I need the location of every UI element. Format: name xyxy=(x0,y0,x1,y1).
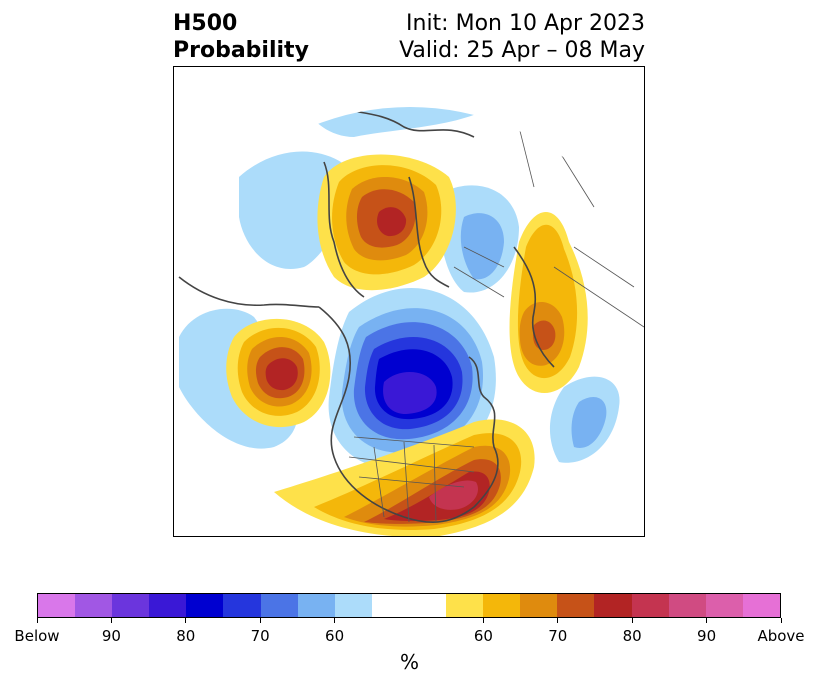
colorbar-swatch xyxy=(594,594,632,617)
colorbar-swatch xyxy=(557,594,595,617)
colorbar-tick-label: 80 xyxy=(176,627,196,645)
colorbar xyxy=(37,593,781,618)
colorbar-swatch xyxy=(38,594,76,617)
colorbar-swatch xyxy=(408,594,447,617)
colorbar-tick-mark xyxy=(557,618,559,623)
colorbar-tick-label: 60 xyxy=(473,627,493,645)
chart-title-right: Init: Mon 10 Apr 2023 Valid: 25 Apr – 08… xyxy=(399,10,645,64)
map-svg xyxy=(178,107,644,536)
colorbar-tick-label: Below xyxy=(14,627,60,645)
colorbar-tick-label: 70 xyxy=(548,627,568,645)
colorbar-swatch xyxy=(223,594,261,617)
colorbar-swatch xyxy=(297,594,335,617)
colorbar-swatch xyxy=(631,594,669,617)
colorbar-tick-mark xyxy=(259,618,261,623)
colorbar-tick-label: 70 xyxy=(250,627,270,645)
colorbar-tick-mark xyxy=(780,618,782,623)
ridge-scand-75 xyxy=(533,320,556,350)
colorbar-swatch xyxy=(483,594,521,617)
colorbar-swatch xyxy=(520,594,558,617)
colorbar-tick-mark xyxy=(631,618,633,623)
anomaly-lightblue-north xyxy=(303,107,504,137)
colorbar-swatch xyxy=(742,594,780,617)
product-label: Probability xyxy=(173,38,309,63)
colorbar-swatch xyxy=(260,594,298,617)
ridge-eastus-85 xyxy=(429,480,479,510)
colorbar-swatch xyxy=(668,594,706,617)
probability-map xyxy=(173,66,645,537)
colorbar-tick-label: 80 xyxy=(622,627,642,645)
colorbar-swatch xyxy=(705,594,743,617)
colorbar-tick-label: 90 xyxy=(697,627,717,645)
colorbar-tick-label: 90 xyxy=(101,627,121,645)
colorbar-swatch xyxy=(334,594,372,617)
colorbar-tick-mark xyxy=(334,618,336,623)
colorbar-swatch xyxy=(186,594,224,617)
colorbar-swatch xyxy=(75,594,113,617)
colorbar-tick-mark xyxy=(706,618,708,623)
variable-label: H500 xyxy=(173,11,238,36)
valid-label: Valid: 25 Apr – 08 May xyxy=(399,38,645,63)
colorbar-tick-label: 60 xyxy=(325,627,345,645)
anomaly-blue-atlantic xyxy=(571,397,607,448)
chart-title-left: H500 Probability xyxy=(173,10,309,64)
colorbar-tick-mark xyxy=(185,618,187,623)
ridge-alaska-80 xyxy=(265,358,298,391)
anomaly-blue-siberia xyxy=(460,213,504,280)
colorbar-swatch xyxy=(112,594,150,617)
init-label: Init: Mon 10 Apr 2023 xyxy=(406,11,645,36)
colorbar-swatch xyxy=(371,594,409,617)
colorbar-swatch xyxy=(149,594,187,617)
colorbar-tick-label: Above xyxy=(757,627,805,645)
ridge-greenland-80 xyxy=(377,207,407,237)
colorbar-swatch xyxy=(446,594,484,617)
colorbar-tick-mark xyxy=(36,618,38,623)
colorbar-tick-mark xyxy=(110,618,112,623)
colorbar-unit-label: % xyxy=(399,650,419,674)
colorbar-tick-mark xyxy=(482,618,484,623)
trough-85 xyxy=(383,371,437,414)
